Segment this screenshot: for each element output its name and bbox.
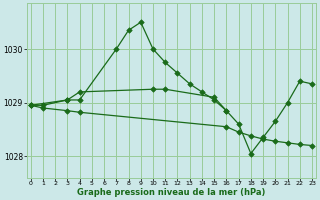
X-axis label: Graphe pression niveau de la mer (hPa): Graphe pression niveau de la mer (hPa) bbox=[77, 188, 266, 197]
